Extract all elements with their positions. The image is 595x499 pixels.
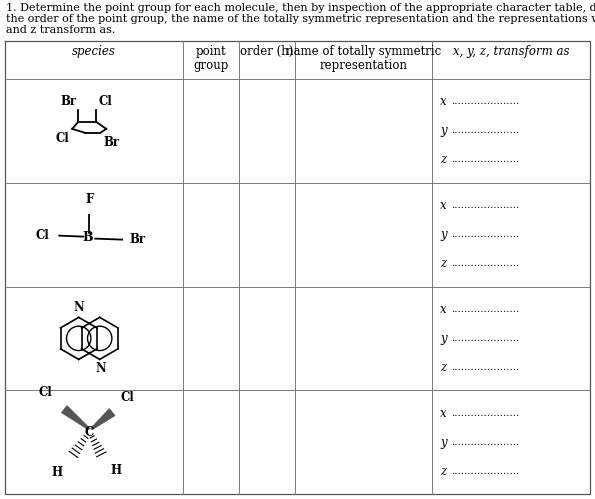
Text: x: x <box>440 303 447 316</box>
Text: H: H <box>51 466 62 479</box>
Text: Cl: Cl <box>120 391 134 404</box>
Text: .....................: ..................... <box>451 334 519 343</box>
Text: z: z <box>440 361 446 374</box>
Text: and z transform as.: and z transform as. <box>6 25 115 35</box>
Text: x: x <box>440 95 447 108</box>
Text: y: y <box>440 436 447 449</box>
Text: the order of the point group, the name of the totally symmetric representation a: the order of the point group, the name o… <box>6 14 595 24</box>
Text: .....................: ..................... <box>451 97 519 106</box>
Text: species: species <box>72 45 116 58</box>
Text: x, y, z, transform as: x, y, z, transform as <box>453 45 569 58</box>
Text: y: y <box>440 332 447 345</box>
Text: y: y <box>440 124 447 137</box>
Text: .....................: ..................... <box>451 126 519 135</box>
Text: N: N <box>73 301 84 314</box>
Polygon shape <box>90 409 115 430</box>
Text: .....................: ..................... <box>451 363 519 372</box>
Text: order (h): order (h) <box>240 45 293 58</box>
Text: .....................: ..................... <box>451 155 519 165</box>
Text: H: H <box>110 464 121 477</box>
Text: x: x <box>440 199 447 212</box>
Text: Br: Br <box>60 95 76 108</box>
Text: group: group <box>193 59 229 72</box>
Text: Cl: Cl <box>55 132 69 145</box>
Text: 1. Determine the point group for each molecule, then by inspection of the approp: 1. Determine the point group for each mo… <box>6 3 595 13</box>
Text: .....................: ..................... <box>451 467 519 476</box>
Text: C: C <box>84 426 94 439</box>
Text: .....................: ..................... <box>451 201 519 210</box>
Text: point: point <box>196 45 227 58</box>
Text: .....................: ..................... <box>451 230 519 239</box>
Text: F: F <box>85 193 93 206</box>
Text: .....................: ..................... <box>451 409 519 418</box>
Text: z: z <box>440 257 446 270</box>
Text: .....................: ..................... <box>451 259 519 268</box>
Text: Cl: Cl <box>36 229 49 242</box>
Text: .....................: ..................... <box>451 438 519 447</box>
Text: Br: Br <box>103 136 120 149</box>
Text: .....................: ..................... <box>451 305 519 314</box>
Text: Br: Br <box>129 233 145 246</box>
Polygon shape <box>61 406 90 430</box>
Text: y: y <box>440 228 447 241</box>
Text: name of totally symmetric: name of totally symmetric <box>286 45 441 58</box>
Text: z: z <box>440 465 446 478</box>
Text: x: x <box>440 407 447 420</box>
Text: Cl: Cl <box>98 95 112 108</box>
Text: N: N <box>95 362 106 375</box>
Text: B: B <box>83 231 93 244</box>
Text: representation: representation <box>320 59 408 72</box>
Text: Cl: Cl <box>39 386 52 399</box>
Text: z: z <box>440 153 446 167</box>
